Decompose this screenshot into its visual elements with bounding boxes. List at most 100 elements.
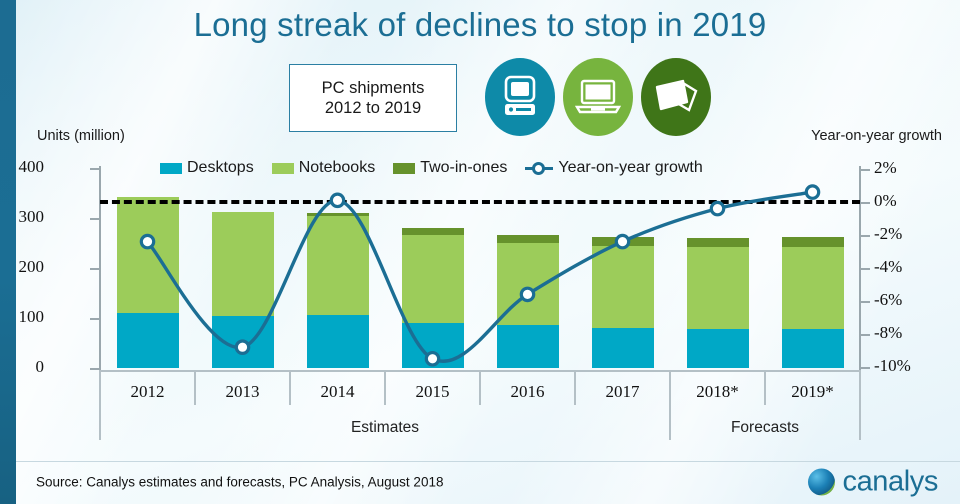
bar-segment-notebooks [781, 247, 844, 329]
bar-2015[interactable] [401, 168, 464, 368]
callout-line-1: PC shipments [321, 78, 425, 97]
x-axis-label-2017: 2017 [605, 382, 640, 401]
bar-segment-notebooks [306, 215, 369, 315]
footer-divider [16, 461, 960, 462]
x-axis-separator [384, 370, 386, 405]
x-axis-separator [669, 370, 671, 440]
x-axis-label-2012: 2012 [130, 382, 165, 401]
x-axis-separator [859, 370, 861, 440]
right-tick-label: 2% [874, 158, 897, 177]
bar-segment-notebooks [591, 246, 654, 328]
right-tick [861, 367, 870, 369]
bar-segment-notebooks [211, 212, 274, 316]
x-axis-separator [99, 370, 101, 440]
right-tick-label: -10% [874, 356, 911, 375]
bar-segment-two-in-ones [591, 237, 654, 246]
canalys-logo-mark-icon [808, 468, 836, 496]
right-tick [861, 268, 870, 270]
bar-2016[interactable] [496, 168, 559, 368]
bar-2013[interactable] [211, 168, 274, 368]
bar-segment-desktops [306, 315, 369, 368]
x-axis-label-2013: 2013 [225, 382, 260, 401]
right-tick-label: -4% [874, 257, 903, 276]
right-tick-label: 0% [874, 191, 897, 210]
bar-segment-notebooks [496, 242, 559, 325]
x-axis-separator [764, 370, 766, 405]
canalys-wordmark: canalys [842, 465, 938, 498]
x-axis-label-2016: 2016 [510, 382, 545, 401]
legend-swatch-notebooks [271, 162, 294, 174]
left-tick-label: 400 [18, 157, 45, 176]
right-tick-label: -6% [874, 290, 903, 309]
x-axis-separator [289, 370, 291, 405]
bar-segment-two-in-ones [496, 235, 559, 243]
legend-label-desktops: Desktops [187, 159, 254, 176]
bar-segment-desktops [781, 329, 844, 368]
left-axis-title: Units (million) [37, 128, 125, 144]
zero-reference-line [100, 200, 860, 204]
notebook-laptop-icon [563, 58, 633, 136]
legend-item-two-in-ones: Two-in-ones [393, 159, 507, 177]
left-axis-line [99, 166, 101, 370]
right-tick-label: -8% [874, 323, 903, 342]
x-axis-separator [194, 370, 196, 405]
bar-segment-two-in-ones [401, 228, 464, 235]
bar-2012[interactable] [116, 168, 179, 368]
legend-swatch-desktops [160, 162, 182, 174]
left-tick [90, 318, 99, 320]
callout-line-2: 2012 to 2019 [324, 99, 422, 117]
bar-segment-desktops [496, 325, 559, 368]
left-tick-label: 200 [18, 257, 45, 276]
legend-label-yoy-growth: Year-on-year growth [558, 159, 703, 176]
left-tick-label: 300 [18, 207, 45, 226]
left-tick-label: 0 [35, 357, 45, 376]
right-axis-line [859, 166, 861, 370]
bar-segment-two-in-ones [781, 237, 844, 247]
desktop-computer-icon [485, 58, 555, 136]
legend-item-yoy-growth: Year-on-year growth [525, 159, 703, 177]
legend-line-marker-icon [525, 161, 554, 175]
legend-swatch-two-in-ones [393, 162, 416, 174]
left-tick [90, 218, 99, 220]
x-axis-separator [574, 370, 576, 405]
callout-box: PC shipments 2012 to 2019 [289, 64, 457, 132]
x-axis-label-2018*: 2018* [696, 382, 739, 401]
right-tick [861, 301, 870, 303]
left-tick-label: 100 [18, 307, 45, 326]
plot-area [100, 168, 860, 368]
bar-segment-notebooks [686, 247, 749, 329]
right-tick [861, 235, 870, 237]
right-tick-label: -2% [874, 224, 903, 243]
left-tick [90, 368, 99, 370]
bar-segment-two-in-ones [306, 212, 369, 216]
x-axis-label-2014: 2014 [320, 382, 355, 401]
right-tick [861, 169, 870, 171]
group-label-estimates: Estimates [350, 419, 420, 436]
bar-segment-desktops [686, 328, 749, 368]
left-accent-bar [0, 0, 16, 504]
bar-segment-desktops [116, 312, 179, 368]
bar-2017[interactable] [591, 168, 654, 368]
legend-label-two-in-ones: Two-in-ones [420, 159, 508, 176]
two-in-one-convertible-icon [641, 58, 711, 136]
right-tick [861, 334, 870, 336]
bar-segment-notebooks [401, 235, 464, 323]
group-label-forecasts: Forecasts [730, 419, 800, 436]
source-note: Source: Canalys estimates and forecasts,… [36, 474, 444, 490]
chart-legend: Desktops Notebooks Two-in-ones Year-on-y… [160, 159, 703, 177]
x-axis-label-2019*: 2019* [791, 382, 834, 401]
x-axis-separator [479, 370, 481, 405]
bar-segment-desktops [211, 315, 274, 368]
bar-segment-notebooks [116, 196, 179, 313]
bar-2014[interactable] [306, 168, 369, 368]
legend-label-notebooks: Notebooks [298, 159, 376, 176]
bar-segment-desktops [401, 322, 464, 368]
page-title: Long streak of declines to stop in 2019 [193, 6, 767, 43]
bar-2019*[interactable] [781, 168, 844, 368]
legend-item-notebooks: Notebooks [271, 159, 376, 177]
left-tick [90, 268, 99, 270]
canalys-logo: canalys [808, 466, 938, 499]
right-tick [861, 202, 870, 204]
bar-segment-two-in-ones [686, 238, 749, 247]
bar-2018*[interactable] [686, 168, 749, 368]
